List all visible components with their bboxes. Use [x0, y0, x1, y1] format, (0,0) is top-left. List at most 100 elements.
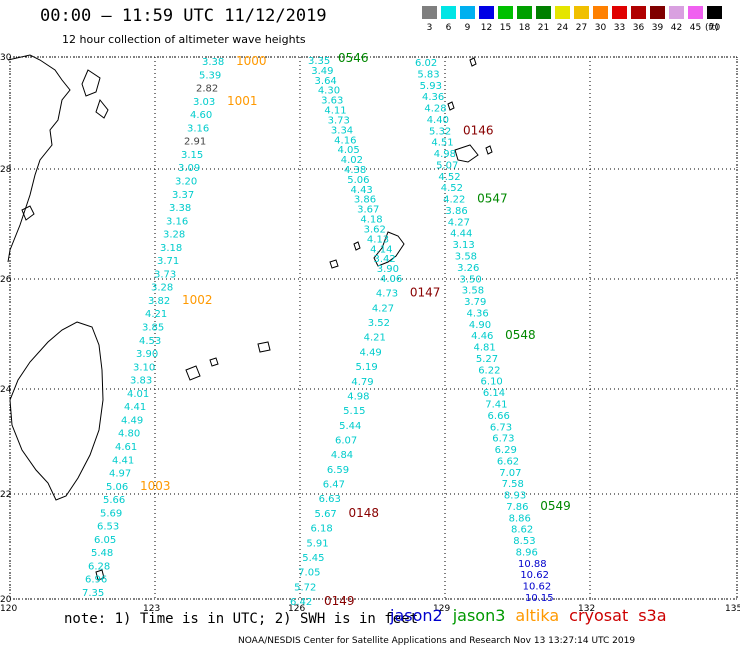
lat-label: 26: [0, 275, 12, 285]
legend-cryosat: cryosat: [569, 606, 629, 625]
swh-value: 10.15: [525, 593, 554, 604]
swh-value: 3.03: [193, 97, 215, 108]
swh-value: 5.27: [476, 354, 498, 365]
scale-swatch: [669, 6, 684, 19]
swh-value: 4.02: [341, 155, 363, 166]
lat-label: 24: [0, 385, 12, 395]
scale-label: 42: [670, 23, 683, 33]
swh-value: 5.83: [417, 69, 439, 80]
swh-value: 4.81: [474, 343, 496, 354]
swh-value: 3.38: [202, 57, 224, 68]
swh-value: 4.84: [331, 450, 353, 461]
swh-value: 6.96: [85, 575, 107, 586]
swh-value: 4.79: [351, 377, 373, 388]
swh-value: 3.79: [464, 297, 486, 308]
swh-value: 5.19: [355, 362, 377, 373]
scale-label: 33: [613, 23, 626, 33]
swh-value: 3.10: [133, 362, 155, 373]
scale-label: 45: [689, 23, 702, 33]
track-cryosat: 3.353.493.644.303.634.113.733.344.164.05…: [290, 56, 440, 608]
swh-value: 7.05: [298, 568, 320, 579]
swh-value: 5.06: [106, 482, 128, 493]
swh-value: 3.26: [457, 263, 479, 274]
swh-value: 3.20: [175, 176, 197, 187]
swh-value: 4.18: [360, 215, 382, 226]
swh-value: 4.61: [115, 442, 137, 453]
okinawa-island: [373, 231, 405, 267]
swh-value: 4.80: [118, 429, 140, 440]
swh-value: 3.37: [172, 190, 194, 201]
swh-value: 4.13: [367, 234, 389, 245]
swh-value: 4.40: [427, 115, 449, 126]
scale-swatch: [517, 6, 532, 19]
swh-value: 6.18: [310, 524, 332, 535]
swh-value: 5.93: [420, 81, 442, 92]
swh-value: 2.82: [196, 84, 218, 95]
swh-value: 6.73: [492, 434, 514, 445]
scale-label: 24: [556, 23, 569, 33]
legend-jason3: jason3: [452, 606, 506, 625]
swh-value: 3.83: [130, 376, 152, 387]
swh-value: 3.71: [157, 256, 179, 267]
swh-value: 4.36: [466, 308, 488, 319]
scale-swatch: [707, 6, 722, 19]
swh-value: 4.46: [471, 331, 493, 342]
swh-value: 6.66: [488, 411, 510, 422]
scale-swatch: [650, 6, 665, 19]
swh-value: 3.64: [315, 76, 337, 87]
lon-label: 129: [433, 604, 450, 614]
coastline: [7, 54, 493, 581]
ryukyu-islands: [95, 57, 493, 581]
swh-value: 4.97: [109, 469, 131, 480]
swh-value: 5.07: [436, 160, 458, 171]
satellite-legend: jason2 jason3 altika cryosat s3a: [390, 606, 677, 625]
swh-value: 3.42: [373, 254, 395, 265]
footnote: note: 1) Time is in UTC; 2) SWH is in fe…: [64, 611, 419, 627]
swh-value: 4.41: [124, 402, 146, 413]
swh-value: 3.34: [331, 125, 353, 136]
swh-value: 4.30: [318, 86, 340, 97]
swh-value: 3.18: [160, 243, 182, 254]
track-altika: 3.38 5.39 2.82 3.03 4.60 3.16 2.91 3.15 3.09 3.20…: [82, 54, 267, 599]
swh-value: 4.98: [434, 149, 456, 160]
credit-line: NOAA/NESDIS Center for Satellite Applica…: [238, 636, 636, 646]
swh-value: 6.02: [415, 58, 437, 69]
scale-label: 12: [480, 23, 493, 33]
swh-value: 6.53: [97, 522, 119, 533]
swh-value: 6.29: [495, 445, 517, 456]
swh-value: 7.41: [485, 399, 507, 410]
lat-label: 20: [0, 595, 12, 605]
scale-swatch: [555, 6, 570, 19]
swh-value: 7.35: [82, 588, 104, 599]
scale-swatch: [422, 6, 437, 19]
swh-value: 5.44: [339, 421, 361, 432]
swh-value: 3.90: [377, 264, 399, 275]
swh-value: 10.88: [518, 559, 547, 570]
kyushu-south: [454, 144, 479, 163]
map-subtitle: 12 hour collection of altimeter wave hei…: [62, 33, 306, 46]
time-label: 1001: [227, 94, 258, 108]
swh-value: 5.39: [199, 70, 221, 81]
swh-value: 3.16: [187, 123, 209, 134]
swh-value: 7.07: [499, 468, 521, 479]
track-jason3: 6.025.835.934.364.284.405.324.514.985.07…: [415, 58, 571, 604]
swh-value: 3.73: [154, 269, 176, 280]
lat-label: 30: [0, 53, 12, 63]
lon-label: 120: [0, 604, 17, 614]
swh-value: 3.52: [368, 318, 390, 329]
scale-swatch: [631, 6, 646, 19]
scale-label: 70: [708, 23, 721, 33]
swh-value: 5.06: [347, 175, 369, 186]
swh-value: 4.49: [360, 347, 382, 358]
swh-value: 8.86: [509, 513, 531, 524]
swh-value: 3.38: [169, 203, 191, 214]
swh-value: 3.50: [459, 274, 481, 285]
swh-value: 5.72: [294, 582, 316, 593]
lat-lon-grid: [9, 56, 738, 600]
swh-value: 3.49: [311, 66, 333, 77]
swh-value: 3.85: [142, 323, 164, 334]
time-label: 0546: [338, 51, 369, 65]
swh-value: 4.21: [145, 309, 167, 320]
legend-s3a: s3a: [638, 606, 667, 625]
